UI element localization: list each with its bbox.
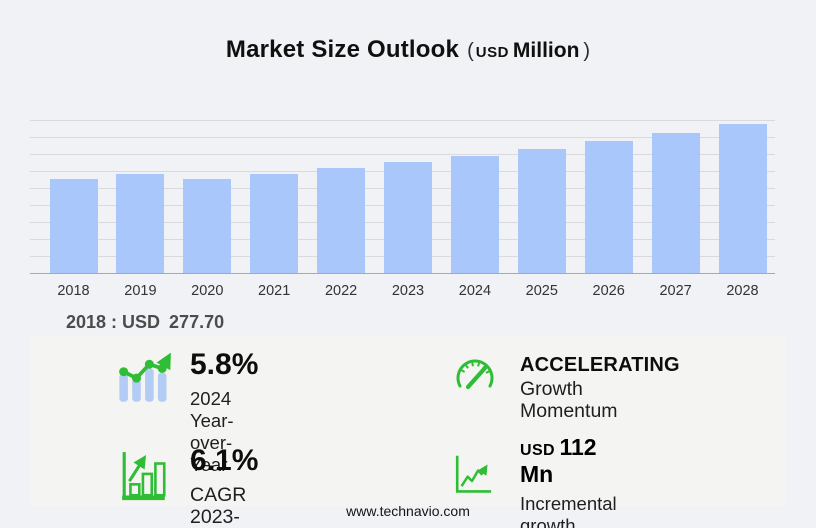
gauge-icon [451,356,499,400]
line-growth-icon [451,454,493,494]
incremental-amount: 112 Mn [520,434,597,487]
stats-panel: 5.8% 2024 Year-over-Year ACCELERAT [30,336,786,528]
momentum-label: Growth Momentum [520,378,618,422]
bar-2022 [317,167,366,273]
base-year-label: 2018 : USD [66,312,161,332]
x-axis-label-2023: 2023 [391,283,425,299]
x-axis-label-2025: 2025 [525,283,558,299]
chart-title: Market Size Outlook (USD Million) [0,36,816,64]
currency-label: USD [475,44,509,61]
x-axis-label-2018: 2018 [57,283,90,299]
bar-2028 [718,123,767,273]
x-axis-label-2020: 2020 [191,283,224,299]
bar-2024 [450,155,499,273]
yoy-label: 2024 Year-over-Year [190,388,234,475]
x-axis-label-2022: 2022 [324,283,358,299]
x-axis-label-2027: 2027 [659,283,692,299]
bar-trend-icon [114,346,174,406]
x-axis-label-2019: 2019 [124,283,157,299]
cagr-label: CAGR 2023-2028 [190,484,247,528]
bar-2026 [584,141,633,273]
bar-chart-plot [30,110,775,274]
bar-2025 [517,148,566,273]
paren-close: ) [583,40,591,62]
incremental-label-line1: Incremental growth [520,493,617,528]
website-link[interactable]: www.technavio.com [346,503,470,519]
yoy-value: 5.8% [190,348,259,381]
cagr-value: 6.1% [190,444,259,477]
gridline [30,154,775,156]
x-axis-labels: 2018 2019 2020 2021 2022 2023 2024 2025 2026 2027… [30,283,775,303]
x-axis-label-2024: 2024 [458,283,492,299]
bar-2019 [116,173,165,273]
base-year-note: 2018 : USD 277.70 [66,312,224,333]
bar-2021 [250,174,299,273]
base-year-amount: 277.70 [169,312,225,332]
momentum-value: ACCELERATING [520,354,680,376]
incremental-value: USD 112 Mn [520,434,617,488]
gridline [30,120,775,122]
unit-label: Million [512,39,580,62]
x-axis-label-2028: 2028 [726,283,759,299]
x-axis-label-2021: 2021 [258,283,291,299]
bar-2020 [183,178,232,273]
bar-2027 [651,133,700,273]
gridline [30,137,775,139]
chart-title-text: Market Size Outlook [225,36,460,63]
x-axis-label-2026: 2026 [592,283,625,299]
bar-2018 [49,178,98,273]
growth-chart-icon [120,450,170,502]
paren-open: ( [467,40,474,62]
incremental-currency: USD [520,442,555,459]
bar-2023 [384,162,432,273]
